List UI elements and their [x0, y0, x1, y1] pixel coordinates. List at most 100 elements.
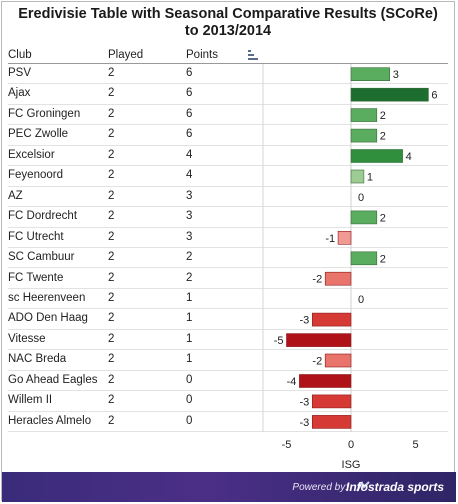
sort-icon[interactable]: [248, 50, 258, 60]
bar-pec-zwolle: [350, 128, 378, 143]
points-value: 3: [186, 189, 193, 202]
points-value: 6: [186, 128, 193, 141]
data-label: 4: [406, 151, 412, 163]
bar-ajax: [350, 87, 429, 102]
title-line-2: to 2013/2014: [184, 23, 272, 39]
row-divider: [8, 267, 448, 269]
column-header-points[interactable]: Points: [186, 49, 218, 61]
table-row[interactable]: NAC Breda 2 1: [8, 350, 448, 371]
played-value: 2: [108, 414, 115, 427]
club-name: Go Ahead Eagles: [8, 373, 98, 386]
played-value: 2: [108, 394, 115, 407]
table-row[interactable]: FC Dordrecht 2 3: [8, 207, 448, 228]
table-row[interactable]: Feyenoord 2 4: [8, 166, 448, 187]
club-name: FC Dordrecht: [8, 210, 78, 223]
data-label: 0: [358, 294, 364, 306]
title-line-1: Eredivisie Table with Seasonal Comparati…: [18, 6, 438, 22]
points-value: 4: [186, 148, 193, 161]
played-value: 2: [108, 210, 115, 223]
row-divider: [8, 349, 448, 351]
played-value: 2: [108, 67, 115, 79]
played-value: 2: [108, 251, 115, 264]
points-value: 1: [186, 312, 193, 325]
table-row[interactable]: Go Ahead Eagles 2 0: [8, 371, 448, 392]
x-axis-title: ISG: [342, 459, 361, 471]
table-row[interactable]: SC Cambuur 2 2: [8, 248, 448, 269]
row-divider: [8, 185, 448, 187]
data-label: -4: [287, 376, 297, 388]
x-tick-label: 0: [348, 439, 354, 451]
points-value: 3: [186, 230, 193, 243]
row-divider: [8, 328, 448, 330]
points-value: 0: [186, 373, 193, 386]
header-rule: [8, 63, 448, 64]
points-value: 1: [186, 353, 193, 366]
table-row[interactable]: FC Utrecht 2 3: [8, 228, 448, 248]
points-value: 1: [186, 332, 193, 345]
data-label: -2: [312, 356, 322, 368]
bar-sc-cambuur: [350, 251, 378, 266]
club-name: SC Cambuur: [8, 251, 75, 264]
points-value: 2: [186, 251, 193, 264]
played-value: 2: [108, 373, 115, 386]
table-row[interactable]: Willem II 2 0: [8, 391, 448, 412]
row-divider: [8, 287, 448, 289]
club-name: Vitesse: [8, 332, 46, 345]
club-name: FC Utrecht: [8, 230, 64, 243]
bar-fc-groningen: [350, 108, 378, 122]
points-value: 6: [186, 87, 193, 100]
played-value: 2: [108, 148, 115, 161]
points-value: 6: [186, 107, 193, 120]
row-divider: [8, 246, 448, 248]
chart-title: Eredivisie Table with Seasonal Comparati…: [0, 6, 456, 40]
row-divider: [8, 226, 448, 228]
data-label: -3: [300, 315, 310, 327]
data-label: -5: [274, 335, 284, 347]
table-row[interactable]: Ajax 2 6: [8, 84, 448, 105]
table-row[interactable]: FC Twente 2 2: [8, 269, 448, 289]
table-row[interactable]: PEC Zwolle 2 6: [8, 125, 448, 146]
table-row[interactable]: Excelsior 2 4: [8, 146, 448, 167]
points-value: 4: [186, 169, 193, 182]
table-row[interactable]: AZ 2 3: [8, 187, 448, 208]
table-row[interactable]: sc Heerenveen 2 1: [8, 289, 448, 310]
column-header-played[interactable]: Played: [108, 49, 144, 61]
bar-psv: [350, 67, 391, 81]
table-row[interactable]: PSV 2 6: [8, 64, 448, 85]
points-value: 3: [186, 210, 193, 223]
club-name: FC Groningen: [8, 107, 81, 120]
brand-logo-icon: [356, 481, 370, 492]
points-value: 0: [186, 414, 193, 427]
club-name: Ajax: [8, 87, 31, 100]
data-label: -3: [300, 396, 310, 408]
table-row[interactable]: Vitesse 2 1: [8, 330, 448, 351]
data-label: 3: [393, 69, 399, 81]
column-header-club[interactable]: Club: [8, 49, 32, 61]
table-row[interactable]: ADO Den Haag 2 1: [8, 309, 448, 330]
bar-ado-den-haag: [311, 312, 352, 327]
table-row[interactable]: FC Groningen 2 6: [8, 105, 448, 126]
table-row[interactable]: Heracles Almelo 2 0: [8, 412, 448, 433]
brand-logo[interactable]: Infostrada sports: [345, 480, 444, 494]
club-name: Feyenoord: [8, 169, 63, 182]
bar-heracles-almelo: [311, 415, 352, 429]
data-label: 1: [367, 172, 373, 184]
footer-bar: Powered by: Infostrada sports: [2, 472, 456, 502]
played-value: 2: [108, 87, 115, 100]
played-value: 2: [108, 107, 115, 120]
data-label: 2: [380, 253, 386, 265]
row-divider: [8, 144, 448, 146]
club-name: PSV: [8, 67, 32, 79]
row-divider: [8, 390, 448, 392]
played-value: 2: [108, 271, 115, 284]
row-divider: [8, 431, 448, 433]
bar-feyenoord: [350, 169, 365, 184]
row-divider: [8, 83, 448, 85]
bar-go-ahead-eagles: [299, 374, 352, 388]
played-value: 2: [108, 169, 115, 182]
played-value: 2: [108, 291, 115, 304]
club-name: NAC Breda: [8, 353, 67, 366]
club-name: Heracles Almelo: [8, 414, 92, 427]
club-name: ADO Den Haag: [8, 312, 88, 325]
